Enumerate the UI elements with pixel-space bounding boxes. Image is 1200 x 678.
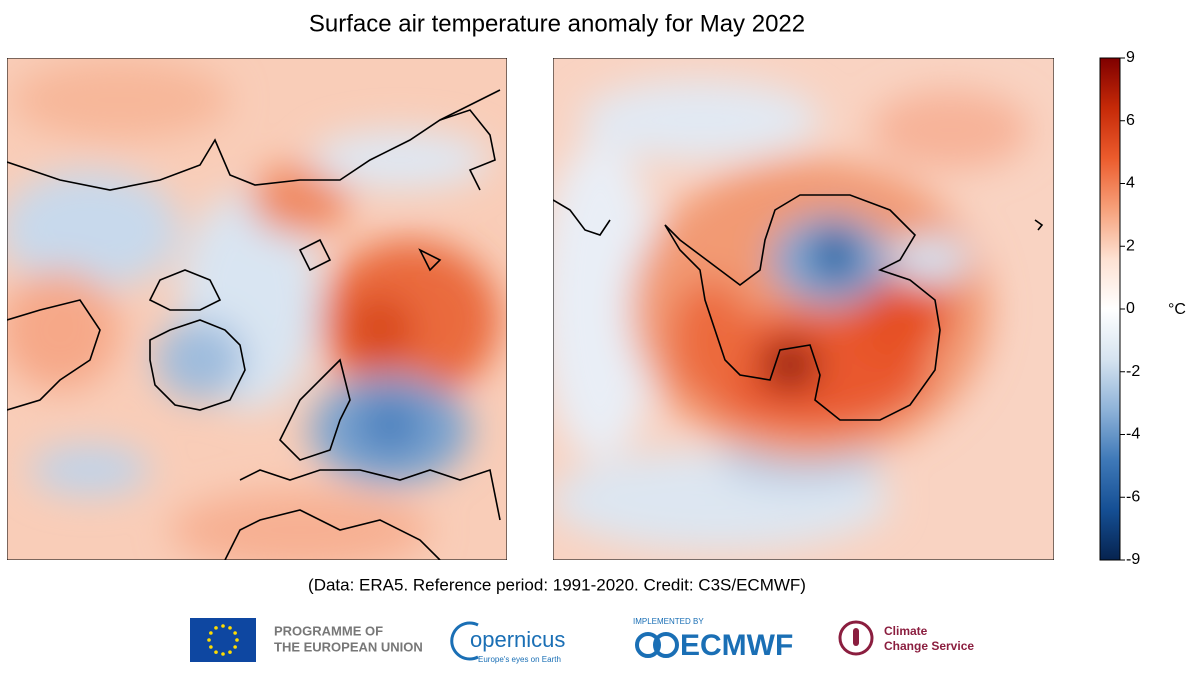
c3s-icon [838, 620, 874, 656]
antarctic-map [553, 58, 1054, 560]
copernicus-c [450, 621, 479, 661]
eu-text: THE EUROPEAN UNION [274, 639, 423, 654]
eu-star [233, 645, 237, 649]
c3s-text: Change Service [884, 639, 974, 653]
colorbar-unit: °C [1168, 301, 1186, 318]
eu-stars [207, 624, 239, 656]
eu-star [221, 624, 225, 628]
caption: (Data: ERA5. Reference period: 1991-2020… [308, 575, 806, 594]
colorbar-tick-label: -6 [1126, 488, 1140, 505]
copernicus-tagline: Europe's eyes on Earth [478, 655, 561, 664]
colorbar-tick-label: 9 [1126, 49, 1135, 66]
eu-star [209, 631, 213, 635]
eu-star [214, 626, 218, 630]
colorbar-tick-label: 0 [1126, 300, 1135, 317]
ecmwf-icon [635, 632, 679, 658]
eu-star [228, 626, 232, 630]
c3s-thermometer [853, 628, 859, 646]
eu-star [209, 645, 213, 649]
c3s-text: Climate [884, 624, 928, 638]
eu-star [207, 638, 211, 642]
colorbar-tick-label: 6 [1126, 112, 1135, 129]
arctic-map [7, 58, 507, 560]
colorbar [1099, 57, 1121, 561]
eu-star [235, 638, 239, 642]
colorbar-tick-label: -2 [1126, 363, 1140, 380]
colorbar-tick-label: -9 [1126, 551, 1140, 568]
copernicus-text: opernicus [470, 627, 565, 652]
ecmwf-text: ECMWF [680, 629, 793, 662]
eu-star [214, 650, 218, 654]
title: Surface air temperature anomaly for May … [309, 10, 805, 37]
colorbar-tick-label: 2 [1126, 237, 1135, 254]
colorbar-tick-label: -4 [1126, 426, 1140, 443]
eu-star [221, 652, 225, 656]
eu-star [233, 631, 237, 635]
eu-star [228, 650, 232, 654]
eu-text: PROGRAMME OF [274, 623, 383, 638]
colorbar-tick-label: 4 [1126, 175, 1135, 192]
ecmwf-top: IMPLEMENTED BY [633, 617, 704, 626]
